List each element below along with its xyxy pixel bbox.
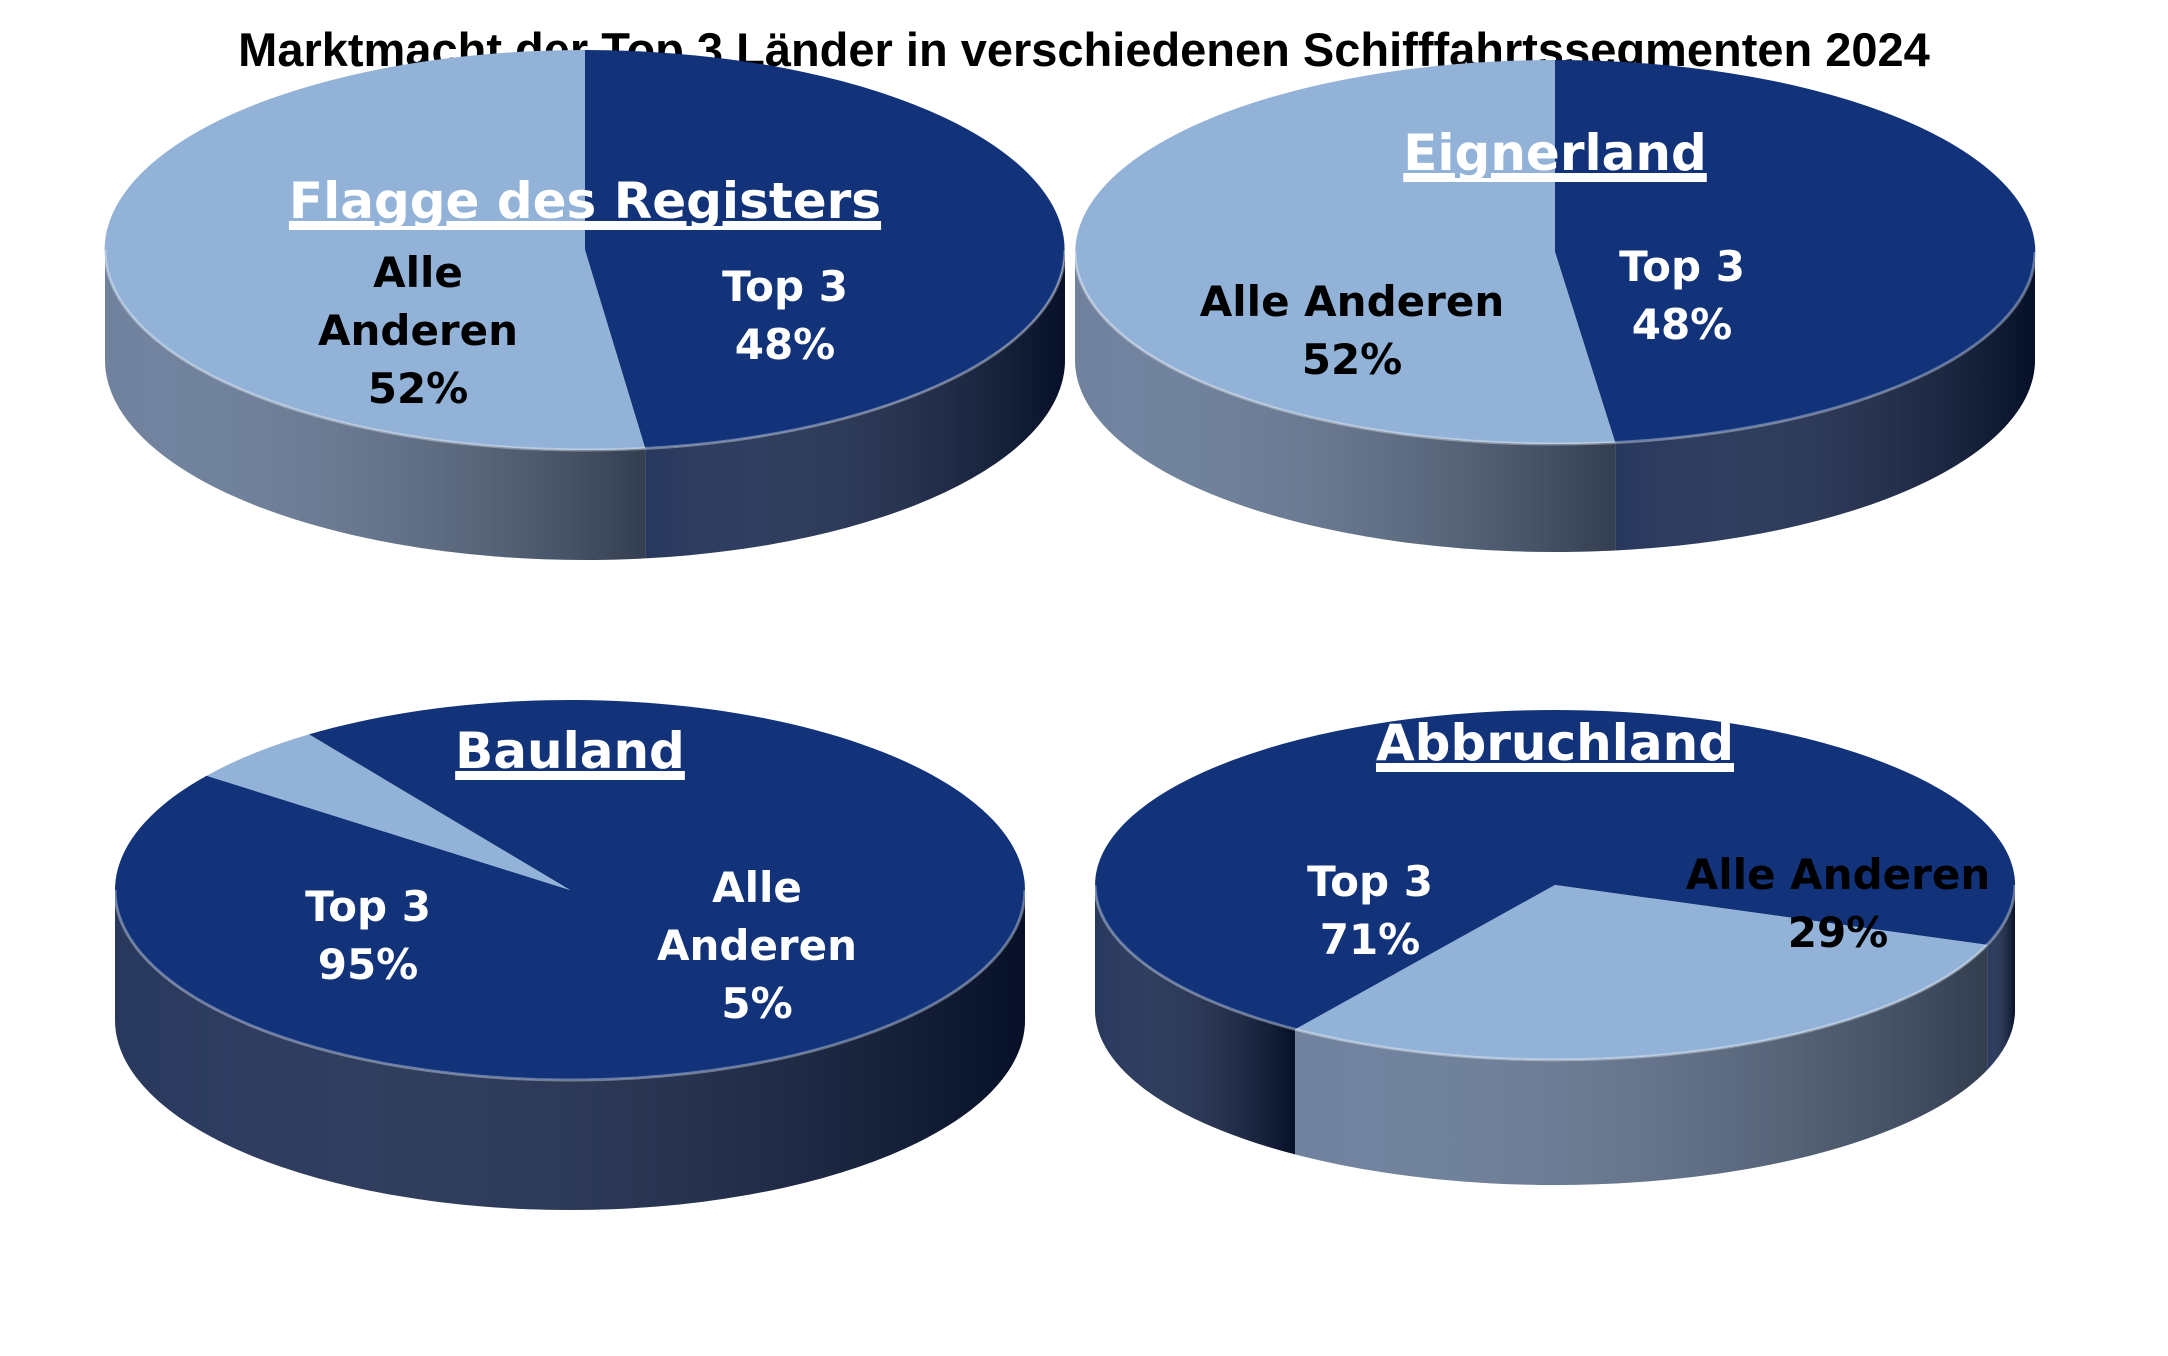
- slice-label-line: 5%: [721, 979, 792, 1028]
- slice-label-line: Alle: [712, 863, 802, 912]
- slice-label-line: 52%: [368, 364, 469, 413]
- slice-label-line: 95%: [318, 940, 419, 989]
- pie-title-underline: [455, 776, 685, 780]
- pie-title-underline: [1375, 768, 1735, 772]
- slice-label-line: 52%: [1302, 335, 1403, 384]
- slice-label-line: Alle Anderen: [1200, 277, 1504, 326]
- slice-label-line: Top 3: [305, 882, 431, 931]
- slice-label-line: 48%: [735, 320, 836, 369]
- pie-chart-1: Top 3 48% Alle Anderen 52% Flagge des Registe…: [103, 49, 1067, 560]
- slice-side-shade-others: [105, 250, 646, 560]
- slice-label-others: Alle Anderen 52%: [1200, 277, 1504, 384]
- pie-title: Abbruchland: [1376, 714, 1734, 772]
- slice-side-shade-others: [1075, 252, 1616, 553]
- slice-label-line: Alle Anderen: [1686, 850, 1990, 899]
- pie-title-underline: [1403, 178, 1707, 182]
- slice-top3: [115, 700, 1026, 1081]
- slice-side-shade-top3: [1987, 885, 2016, 1070]
- slice-top3: [585, 50, 1065, 449]
- pie-rim-highlight: [1093, 884, 2017, 1062]
- slice-side-shade-top3: [1615, 252, 2035, 551]
- slice-side-shade-top3: [645, 250, 1065, 559]
- slice-label-top3: Top 3 48%: [1619, 242, 1745, 349]
- slice-label-line: Anderen: [318, 306, 518, 355]
- slice-others: [1295, 885, 1988, 1061]
- pie-rim-highlight: [1073, 251, 2037, 446]
- slice-label-line: 71%: [1320, 915, 1421, 964]
- slice-others: [206, 734, 570, 890]
- slice-label-line: Top 3: [722, 262, 848, 311]
- slice-label-line: Top 3: [1619, 242, 1745, 291]
- slice-label-others: Alle Anderen 52%: [318, 248, 518, 413]
- pie-rim-highlight: [103, 249, 1067, 452]
- pie-title-underline: [288, 226, 882, 230]
- slice-side-shade-top3: [115, 890, 1025, 1210]
- pie-title: Bauland: [455, 722, 685, 780]
- slice-label-top3: Top 3 71%: [1307, 857, 1433, 964]
- slice-label-top3: Top 3 95%: [305, 882, 431, 989]
- slice-label-others: Alle Anderen 29%: [1686, 850, 1990, 957]
- pie-rim-highlight: [113, 889, 1027, 1082]
- slice-label-line: Top 3: [1307, 857, 1433, 906]
- pie-chart-2: Top 3 48% Alle Anderen 52% Eignerland: [1073, 59, 2037, 553]
- slice-side-shade-others: [1295, 944, 1988, 1186]
- slice-label-line: 29%: [1788, 908, 1889, 957]
- pie-title: Flagge des Registers: [289, 172, 881, 230]
- slice-label-line: Anderen: [657, 921, 857, 970]
- slice-label-top3: Top 3 48%: [722, 262, 848, 369]
- slice-top3: [1095, 710, 2016, 1030]
- pie-title: Eignerland: [1403, 124, 1707, 182]
- pie-chart-3: Top 3 95% Alle Anderen 5% Bauland: [113, 700, 1027, 1210]
- slice-others: [104, 49, 646, 450]
- slice-others: [1075, 60, 1616, 444]
- slice-label-line: Alle: [373, 248, 463, 297]
- pie-chart-4: Top 3 71% Alle Anderen 29% Abbruchland: [1093, 710, 2017, 1186]
- slice-label-line: 48%: [1632, 300, 1733, 349]
- slice-side-shade-top3: [1095, 885, 1296, 1155]
- slice-top3: [1555, 59, 2036, 443]
- slice-label-others: Alle Anderen 5%: [657, 863, 857, 1028]
